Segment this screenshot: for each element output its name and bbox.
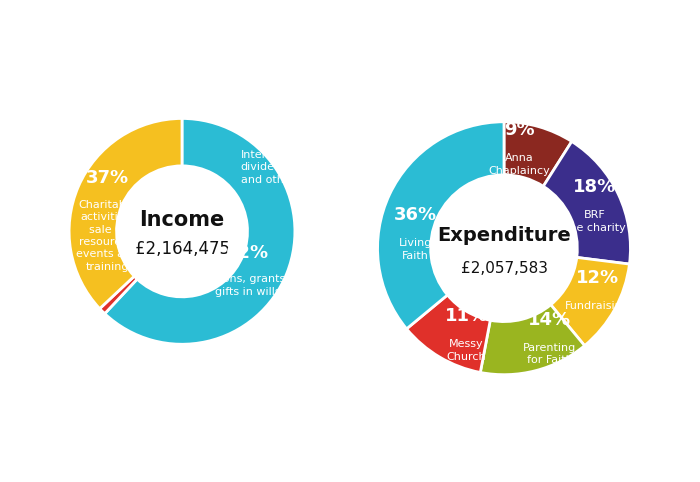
Wedge shape	[105, 119, 295, 344]
Text: BRF
the charity: BRF the charity	[565, 210, 625, 233]
Wedge shape	[543, 141, 631, 264]
Text: Income: Income	[139, 210, 225, 230]
Wedge shape	[407, 295, 490, 373]
Text: Charitable
activities:
sale of
resources,
events and
training: Charitable activities: sale of resources…	[76, 200, 139, 272]
Text: £2,164,475: £2,164,475	[134, 241, 230, 258]
Text: 18%: 18%	[573, 178, 617, 196]
Wedge shape	[99, 276, 137, 314]
Wedge shape	[69, 119, 182, 308]
Wedge shape	[551, 257, 629, 346]
Text: £2,057,583: £2,057,583	[461, 261, 547, 276]
Text: 1%: 1%	[241, 120, 272, 138]
Wedge shape	[504, 122, 572, 187]
Text: 9%: 9%	[504, 121, 535, 139]
Text: 37%: 37%	[86, 169, 129, 187]
Text: 14%: 14%	[528, 311, 571, 329]
Text: Fundraising: Fundraising	[565, 301, 630, 311]
Text: Living
Faith: Living Faith	[399, 238, 432, 260]
Wedge shape	[377, 122, 504, 329]
Text: Parenting
for Faith: Parenting for Faith	[523, 343, 576, 365]
Text: Donations, grants and
gifts in wills: Donations, grants and gifts in wills	[186, 274, 309, 296]
Text: 12%: 12%	[576, 269, 619, 287]
Wedge shape	[480, 305, 584, 375]
Text: Interest,
dividends
and other income: Interest, dividends and other income	[241, 150, 340, 185]
Text: Anna
Chaplaincy: Anna Chaplaincy	[489, 153, 550, 176]
Text: Messy
Church: Messy Church	[447, 339, 486, 362]
Text: Expenditure: Expenditure	[437, 226, 571, 245]
Text: 62%: 62%	[226, 244, 269, 262]
Text: 36%: 36%	[394, 206, 437, 224]
Text: 11%: 11%	[444, 308, 488, 325]
